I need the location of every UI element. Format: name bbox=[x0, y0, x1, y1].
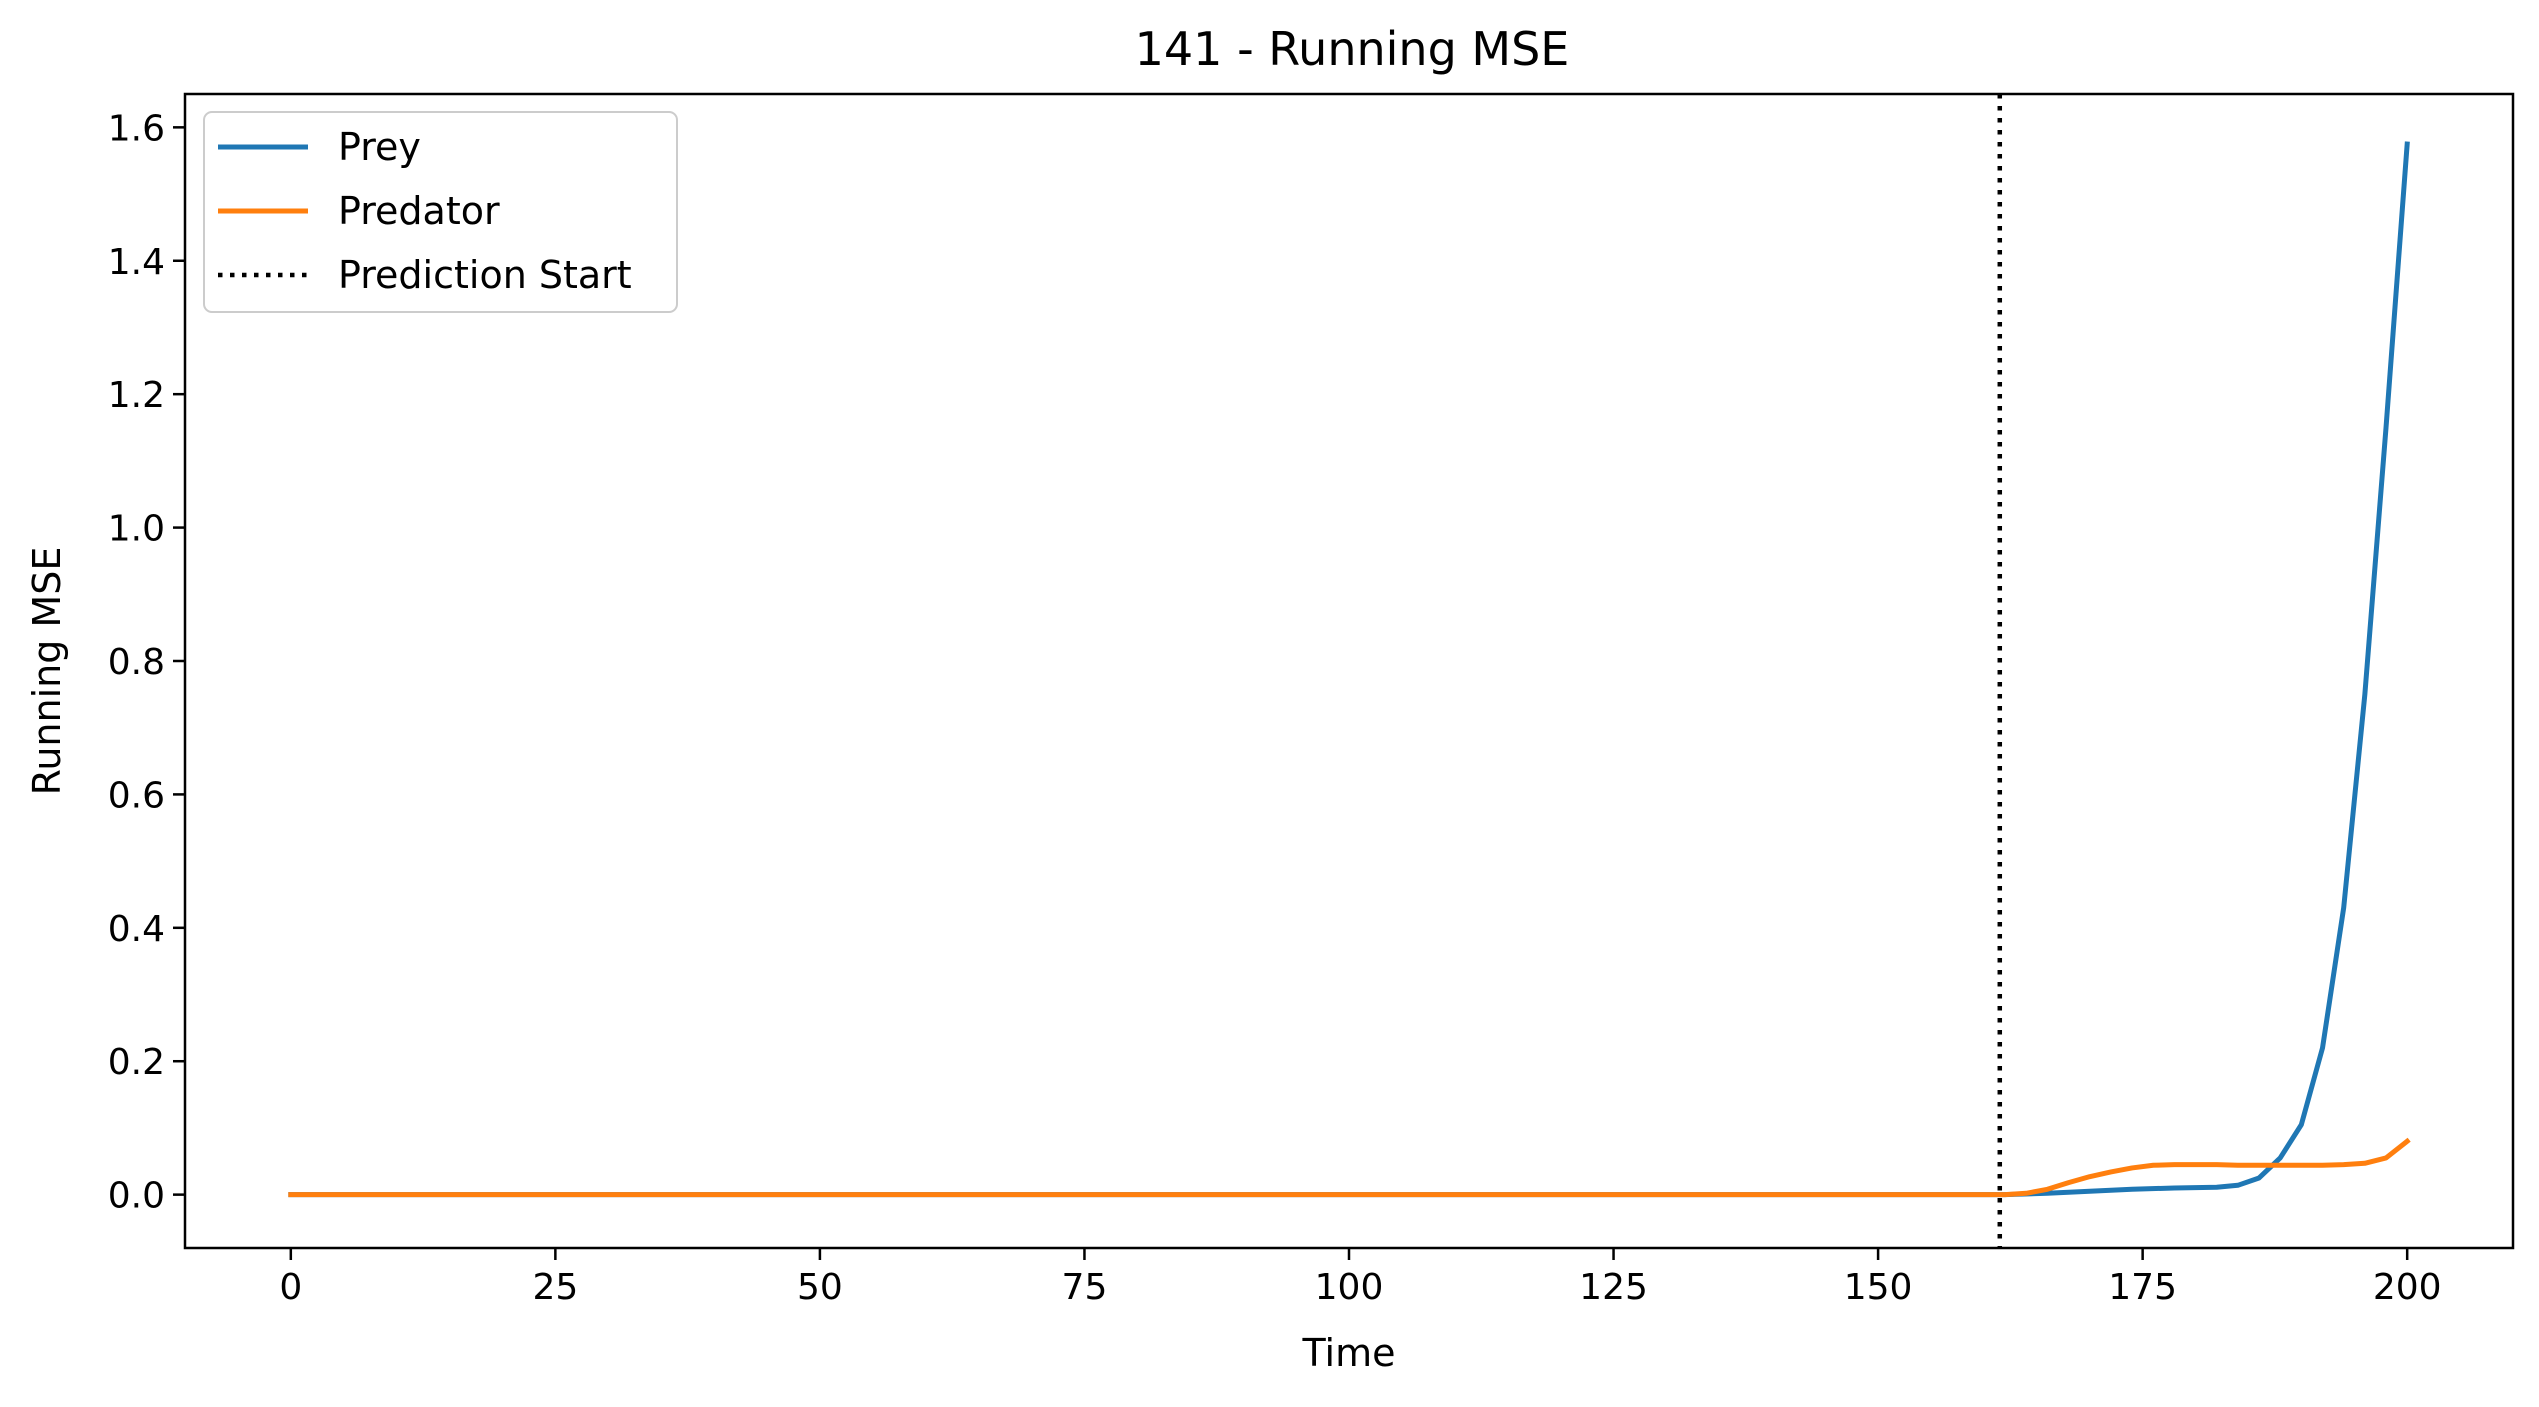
y-tick-label: 1.0 bbox=[108, 509, 165, 550]
x-tick-label: 50 bbox=[797, 1267, 843, 1308]
x-axis: 0 25 50 75 100 125 150 175 200 bbox=[279, 1248, 2442, 1308]
series-line-predator bbox=[288, 1137, 2411, 1198]
legend: Prey Predator Prediction Start bbox=[203, 111, 678, 313]
x-tick-label: 125 bbox=[1579, 1267, 1648, 1308]
x-tick-label: 25 bbox=[532, 1267, 578, 1308]
series-line-prey bbox=[288, 141, 2410, 1198]
legend-prediction-start-label: Prediction Start bbox=[338, 253, 632, 297]
x-tick-label: 0 bbox=[279, 1267, 302, 1308]
series-layer bbox=[288, 141, 2411, 1198]
legend-predator-label: Predator bbox=[338, 189, 500, 233]
x-tick-label: 75 bbox=[1062, 1267, 1108, 1308]
y-tick-label: 0.0 bbox=[108, 1176, 165, 1217]
y-axis-label: Running MSE bbox=[25, 547, 69, 796]
x-axis-label: Time bbox=[1302, 1331, 1396, 1375]
x-tick-label: 175 bbox=[2108, 1267, 2177, 1308]
legend-prey-label: Prey bbox=[338, 125, 421, 169]
x-tick-label: 200 bbox=[2373, 1267, 2442, 1308]
y-tick-label: 1.4 bbox=[108, 242, 165, 283]
y-tick-label: 0.4 bbox=[108, 909, 165, 950]
y-axis: 0.0 0.2 0.4 0.6 0.8 1.0 1.2 1.4 1.6 bbox=[108, 108, 185, 1217]
y-tick-label: 0.6 bbox=[108, 775, 165, 816]
legend-frame bbox=[203, 111, 678, 313]
y-tick-label: 0.8 bbox=[108, 642, 165, 683]
x-tick-label: 100 bbox=[1315, 1267, 1384, 1308]
y-tick-label: 0.2 bbox=[108, 1042, 165, 1083]
x-tick-label: 150 bbox=[1844, 1267, 1913, 1308]
y-tick-label: 1.2 bbox=[108, 375, 165, 416]
chart-title: 141 - Running MSE bbox=[1135, 22, 1570, 76]
y-tick-label: 1.6 bbox=[108, 108, 165, 149]
